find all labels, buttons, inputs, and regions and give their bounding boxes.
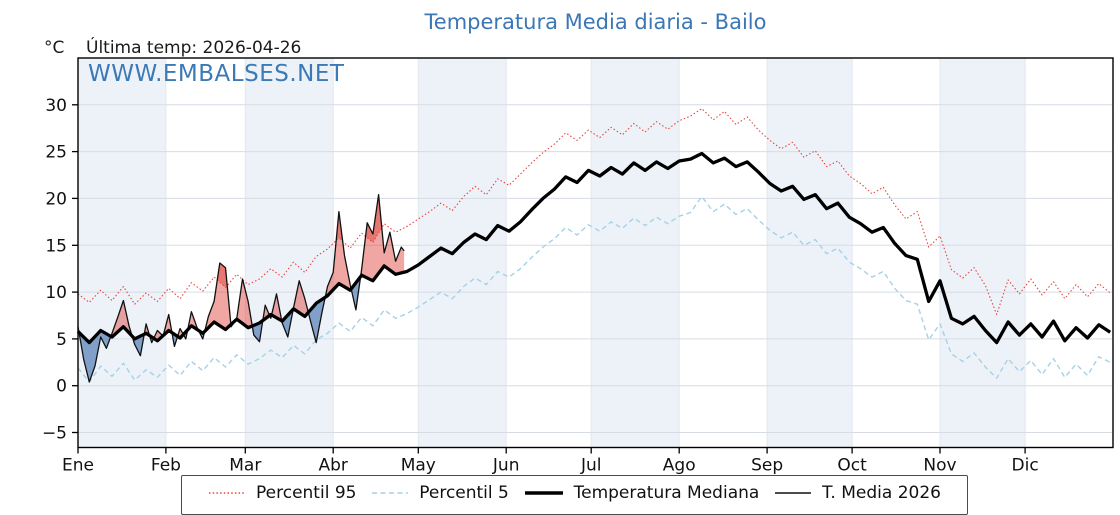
dashed-lightblue-line-icon	[371, 488, 409, 498]
legend-label: T. Media 2026	[822, 483, 941, 503]
month-band	[418, 58, 506, 448]
month-band	[940, 58, 1025, 448]
x-tick-label: Jun	[492, 456, 520, 476]
month-band	[78, 58, 166, 448]
legend-item-percentil-5: Percentil 5	[371, 483, 509, 503]
legend-item-percentil-95: Percentil 95	[208, 483, 356, 503]
legend-label: Temperatura Mediana	[574, 483, 760, 503]
dotted-red-line-icon	[208, 488, 246, 498]
x-tick-label: Dic	[1012, 456, 1039, 476]
watermark-text: WWW.EMBALSES.NET	[88, 61, 344, 87]
y-tick-label: 15	[45, 236, 67, 256]
x-tick-label: Abr	[318, 456, 347, 476]
y-tick-label: 5	[56, 330, 67, 350]
x-tick-label: Ago	[663, 456, 696, 476]
last-temp-label: Última temp: 2026-04-26	[86, 38, 301, 58]
legend-item-t-media-2026: T. Media 2026	[774, 483, 941, 503]
x-tick-label: Feb	[151, 456, 181, 476]
x-tick-label: Nov	[923, 456, 956, 476]
x-tick-label: Ene	[62, 456, 94, 476]
y-tick-label: 10	[45, 283, 67, 303]
legend-label: Percentil 5	[419, 483, 509, 503]
y-tick-label: 0	[56, 377, 67, 397]
x-tick-label: Sep	[751, 456, 783, 476]
y-tick-label: −5	[42, 424, 67, 444]
month-band	[591, 58, 679, 448]
y-tick-label: 25	[45, 143, 67, 163]
y-tick-label: 30	[45, 96, 67, 116]
chart-title: Temperatura Media diaria - Bailo	[78, 10, 1113, 34]
thick-black-line-icon	[524, 488, 564, 498]
legend-box: Percentil 95 Percentil 5 Temperatura Med…	[181, 475, 968, 515]
month-band	[245, 58, 333, 448]
y-axis-unit-label: °C	[44, 38, 64, 58]
x-tick-label: Mar	[229, 456, 261, 476]
thin-black-line-icon	[774, 488, 812, 498]
month-band	[767, 58, 852, 448]
temperature-chart: −5 0 5 10 15 20 25 30 Ene Feb Mar Abr May Jun Jul Ago Se…	[0, 0, 1120, 500]
legend-label: Percentil 95	[256, 483, 356, 503]
x-tick-label: Jul	[580, 456, 602, 476]
x-tick-label: Oct	[837, 456, 867, 476]
x-tick-label: May	[401, 456, 436, 476]
y-tick-label: 20	[45, 189, 67, 209]
legend-item-temperatura-mediana: Temperatura Mediana	[524, 483, 760, 503]
